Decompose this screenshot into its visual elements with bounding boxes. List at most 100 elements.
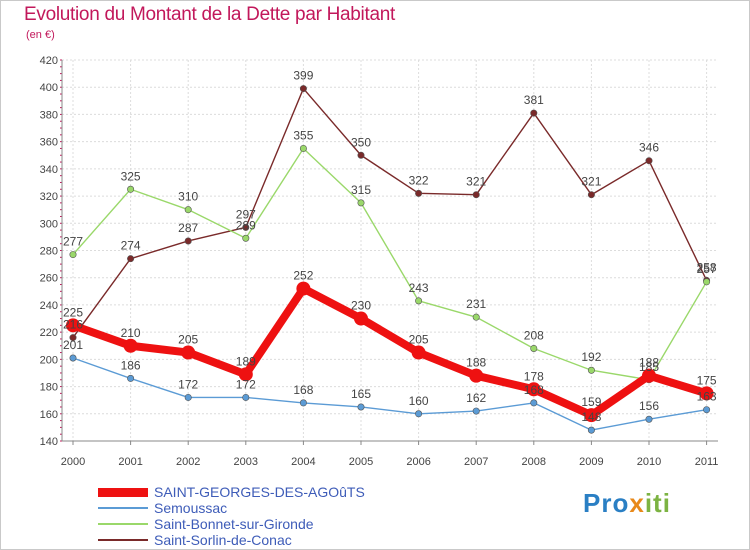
y-tick-label: 280 — [40, 246, 58, 258]
data-label: 243 — [409, 281, 429, 295]
data-label: 156 — [639, 399, 659, 413]
logo-text-pro: Pro — [583, 488, 630, 518]
data-point — [69, 251, 77, 259]
data-label: 350 — [351, 135, 371, 149]
legend-item: Saint-Sorlin-de-Conac — [98, 532, 365, 548]
data-label: 321 — [466, 175, 486, 189]
data-point — [530, 399, 538, 407]
data-label: 257 — [697, 262, 717, 276]
data-label: 310 — [178, 190, 198, 204]
x-tick-label: 2010 — [637, 456, 661, 468]
x-tick-label: 2000 — [61, 456, 85, 468]
series-line — [71, 284, 708, 420]
data-point — [69, 334, 77, 342]
x-tick-label: 2006 — [406, 456, 430, 468]
y-tick-label: 380 — [40, 109, 58, 121]
data-label: 188 — [466, 356, 486, 370]
y-tick-label: 340 — [40, 164, 58, 176]
legend-swatch — [98, 487, 148, 497]
data-point — [242, 234, 250, 242]
series-2 — [69, 144, 711, 384]
x-tick-label: 2001 — [118, 456, 142, 468]
y-tick-label: 180 — [40, 382, 58, 394]
data-point — [530, 109, 538, 117]
series-line — [72, 87, 708, 338]
data-label: 230 — [351, 299, 371, 313]
series-1 — [69, 354, 711, 434]
series-line — [72, 357, 707, 431]
data-point — [181, 345, 196, 360]
legend-label: Saint-Sorlin-de-Conac — [154, 532, 292, 548]
x-tick-label: 2004 — [291, 456, 315, 468]
data-label: 274 — [121, 239, 141, 253]
data-label: 165 — [351, 387, 371, 401]
y-tick-label: 260 — [40, 273, 58, 285]
data-label: 148 — [581, 410, 601, 424]
data-label: 399 — [293, 69, 313, 83]
x-tick-label: 2007 — [464, 456, 488, 468]
y-tick-label: 240 — [40, 300, 58, 312]
data-point — [645, 157, 653, 165]
y-tick-label: 160 — [40, 409, 58, 421]
data-point — [299, 85, 307, 93]
data-point — [699, 386, 714, 401]
line-chart: 140 160 180 200 220 240 260 280 300 320 340 360 380 4… — [40, 55, 719, 468]
data-point — [299, 144, 307, 152]
data-label: 168 — [524, 383, 544, 397]
data-label: 168 — [293, 383, 313, 397]
data-label: 325 — [121, 169, 141, 183]
data-point — [127, 255, 135, 263]
x-tick-label: 2005 — [349, 456, 373, 468]
data-label: 163 — [697, 390, 717, 404]
data-label: 225 — [63, 305, 83, 319]
proxiti-logo: Proxiti — [583, 488, 671, 519]
y-tick-label: 200 — [40, 354, 58, 366]
data-point — [415, 189, 423, 197]
data-point — [642, 368, 656, 383]
data-label: 172 — [236, 377, 256, 391]
data-point — [472, 407, 480, 415]
data-point — [703, 406, 711, 414]
x-tick-label: 2002 — [176, 456, 200, 468]
data-point — [587, 366, 595, 374]
data-label: 210 — [121, 326, 141, 340]
data-point — [411, 345, 426, 360]
series-0 — [66, 281, 714, 423]
data-point — [584, 408, 599, 423]
data-label: 287 — [178, 221, 198, 235]
data-label: 252 — [293, 269, 313, 283]
legend-item: SAINT-GEORGES-DES-AGOûTS — [98, 484, 365, 500]
data-point — [645, 415, 653, 423]
legend-swatch — [98, 539, 148, 541]
data-label: 188 — [639, 356, 659, 370]
data-point — [127, 185, 135, 193]
data-label: 355 — [293, 128, 313, 142]
data-point — [184, 237, 192, 245]
data-label: 289 — [236, 218, 256, 232]
data-label: 162 — [466, 391, 486, 405]
data-point — [184, 206, 192, 214]
y-tick-label: 320 — [40, 191, 58, 203]
legend-label: Saint-Bonnet-sur-Gironde — [154, 516, 314, 532]
data-label: 231 — [466, 297, 486, 311]
data-point — [242, 223, 250, 231]
y-tick-label: 300 — [40, 218, 58, 230]
legend-item: Saint-Bonnet-sur-Gironde — [98, 516, 365, 532]
x-tick-label: 2003 — [234, 456, 258, 468]
y-tick-label: 360 — [40, 137, 58, 149]
logo-text-x: x — [629, 488, 645, 518]
data-point — [296, 281, 311, 296]
data-label: 192 — [581, 350, 601, 364]
data-label: 201 — [63, 338, 83, 352]
data-label: 346 — [639, 141, 659, 155]
chart-subtitle: (en €) — [26, 29, 55, 41]
legend-swatch — [98, 507, 148, 509]
data-point — [238, 367, 253, 382]
data-label: 321 — [581, 175, 601, 189]
data-label: 205 — [409, 333, 429, 347]
x-tick-label: 2008 — [522, 456, 546, 468]
data-label: 189 — [236, 354, 256, 368]
data-label: 315 — [351, 183, 371, 197]
data-point — [703, 278, 711, 286]
legend-item: Semoussac — [98, 500, 365, 516]
